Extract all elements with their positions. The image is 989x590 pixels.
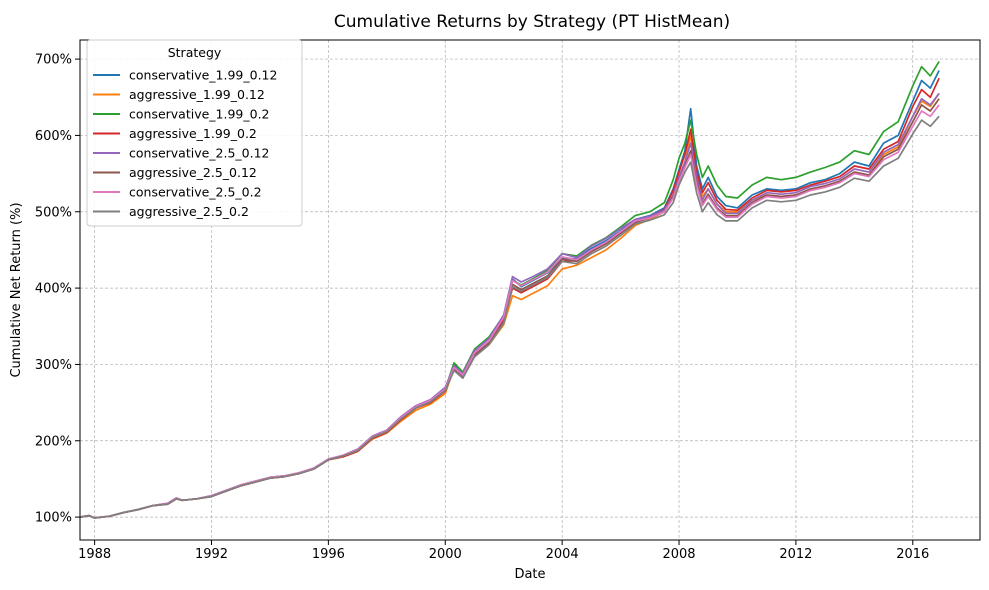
x-axis-label: Date [514,567,545,582]
x-tick-label: 1992 [195,547,228,562]
legend-entry-label: aggressive_2.5_0.12 [129,165,257,180]
chart-title: Cumulative Returns by Strategy (PT HistM… [334,12,730,32]
x-tick-label: 1988 [78,547,111,562]
y-tick-label: 700% [35,53,72,68]
legend: Strategy conservative_1.99_0.12 aggressiv… [86,39,303,227]
y-tick-label: 400% [35,282,72,297]
series-lines [79,60,940,519]
x-axis: 1988 1992 1996 2000 2004 2008 2012 2016 [78,540,929,562]
legend-entry-label: conservative_2.5_0.12 [129,146,270,161]
legend-items: conservative_1.99_0.12 aggressive_1.99_0.… [93,68,277,219]
legend-entry-label: conservative_1.99_0.12 [129,68,277,83]
y-tick-label: 600% [35,129,72,144]
x-tick-label: 2012 [779,547,812,562]
legend-entry-label: aggressive_1.99_0.12 [129,87,265,102]
x-tick-label: 2008 [662,547,695,562]
x-tick-label: 2004 [546,547,579,562]
y-tick-label: 300% [35,358,72,373]
series-line-8 [79,115,940,519]
plot-area-frame [79,39,981,541]
legend-entry-label: aggressive_2.5_0.2 [129,204,249,219]
x-tick-label: 2000 [429,547,462,562]
legend-entry-label: conservative_1.99_0.2 [129,107,270,122]
legend-box [86,39,303,227]
x-tick-label: 1996 [312,547,345,562]
y-axis-label: Cumulative Net Return (%) [9,202,24,377]
legend-entry-label: aggressive_1.99_0.2 [129,126,257,141]
y-tick-label: 500% [35,205,72,220]
y-tick-label: 200% [35,434,72,449]
y-axis: 100% 200% 300% 400% 500% 600% 700% [35,53,80,526]
legend-title: Strategy [168,45,222,60]
x-tick-label: 2016 [896,547,929,562]
legend-entry-label: conservative_2.5_0.2 [129,185,262,200]
y-tick-label: 100% [35,511,72,526]
